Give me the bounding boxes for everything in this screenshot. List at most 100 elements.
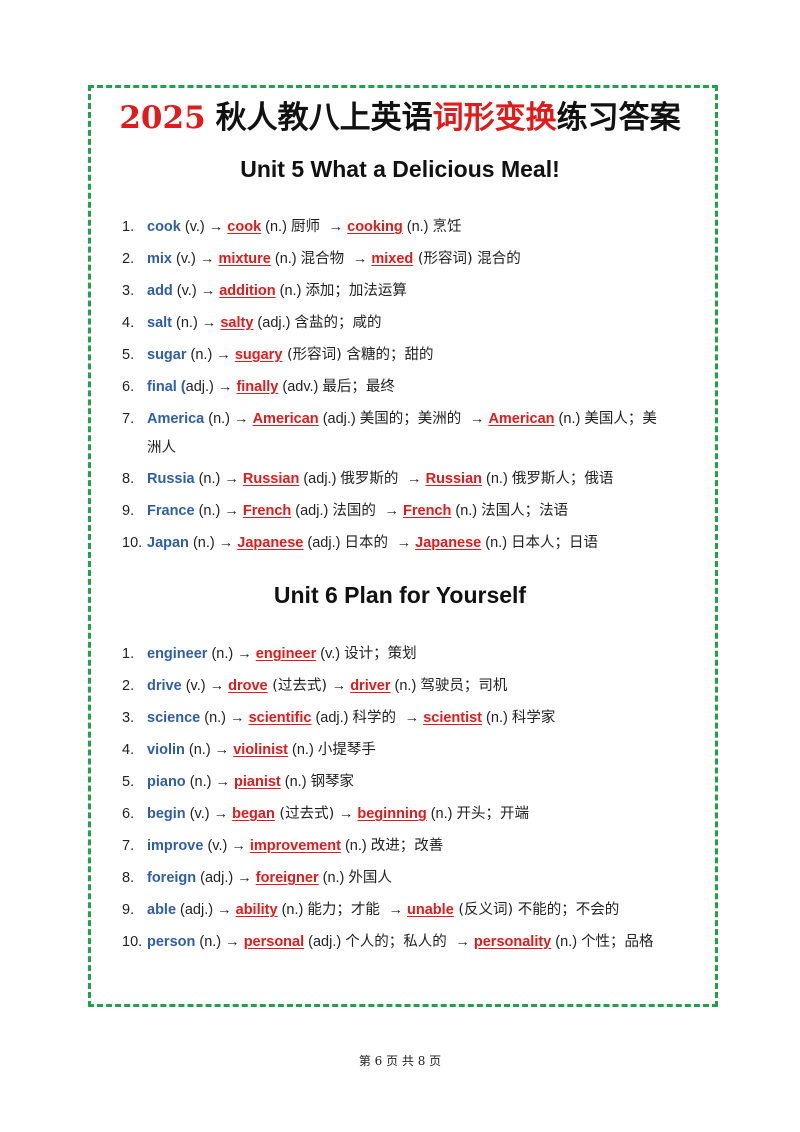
page-title: 2025 秋人教八上英语词形变换练习答案: [0, 92, 800, 137]
item-number: 6.: [122, 379, 135, 395]
chinese-meaning: (形容词) 混合的: [413, 251, 521, 267]
list-item: 6. final (adj.) → finally (adv.) 最后；最终: [122, 373, 712, 402]
list-item: 9. France (n.) → French (adj.) 法国的 → Fren…: [122, 497, 712, 526]
part-of-speech: (n.): [554, 411, 585, 427]
unit-6-heading: Unit 6 Plan for Yourself: [273, 582, 527, 608]
list-item: 5. piano (n.) → pianist (n.) 钢琴家: [122, 768, 712, 797]
title-part2: 练习答案: [556, 100, 681, 136]
base-word: America: [147, 411, 205, 427]
part-of-speech: (adv.): [278, 379, 323, 395]
answer-word: pianist: [234, 774, 281, 790]
answer-word: began: [232, 806, 275, 822]
chinese-meaning: 日本的: [344, 535, 393, 551]
base-word: piano: [147, 774, 186, 790]
list-item: 2. mix (v.) → mixture (n.) 混合物 → mixed (形…: [122, 245, 712, 274]
base-word: able: [147, 902, 177, 918]
answer-word: violinist: [233, 742, 289, 758]
part-of-speech: (adj.): [299, 471, 341, 487]
list-item: 8. Russia (n.) → Russian (adj.) 俄罗斯的 → Ru…: [122, 465, 712, 494]
base-word: mix: [147, 251, 172, 267]
answer-word: Russian: [425, 471, 483, 487]
answer-word: American: [252, 411, 319, 427]
chinese-meaning: 美国人；美: [584, 411, 657, 427]
chinese-meaning: 美国的；美洲的: [359, 411, 466, 427]
list-item: 7. improve (v.) → improvement (n.) 改进；改善: [122, 832, 712, 861]
item-number: 4.: [122, 742, 135, 758]
base-word: France: [147, 503, 195, 519]
base-word: science: [147, 710, 201, 726]
part-of-speech: (v.) →: [203, 838, 250, 854]
part-of-speech: (n.) →: [188, 535, 238, 551]
chinese-meaning: (过去式): [267, 678, 332, 694]
answer-word: French: [403, 503, 452, 519]
part-of-speech: (n.): [426, 806, 457, 822]
part-of-speech: (v.) →: [172, 251, 219, 267]
part-of-speech: (n.): [318, 870, 349, 886]
part-of-speech: (v.) →: [180, 219, 228, 235]
answer-word: mixed: [371, 251, 414, 267]
chinese-meaning: 小提琴手: [317, 742, 376, 758]
list-item: 10. Japan (n.) → Japanese (adj.) 日本的 → Ja…: [122, 529, 712, 558]
title-highlight: 词形变换: [432, 100, 557, 136]
item-number: 7.: [122, 838, 135, 854]
item-number: 4.: [122, 315, 135, 331]
part-of-speech: (n.) →: [184, 742, 234, 758]
dashed-border-frame: [88, 85, 718, 1007]
list-item: 4. violin (n.) → violinist (n.) 小提琴手: [122, 736, 712, 765]
base-word: begin: [147, 806, 186, 822]
part-of-speech: (n.) →: [186, 347, 235, 363]
answer-word: French: [242, 503, 292, 519]
item-number: 7.: [122, 411, 135, 427]
chinese-meaning: 设计；策划: [344, 646, 417, 662]
item-number: 9.: [122, 503, 135, 519]
part-of-speech: (n.) →: [185, 774, 235, 790]
part-of-speech: adj.) →: [185, 379, 237, 395]
part-of-speech: →: [403, 471, 426, 487]
base-word: Japan: [147, 535, 189, 551]
item-number: 10.: [122, 535, 143, 551]
answer-word: ability: [235, 902, 278, 918]
answer-word: engineer: [255, 646, 317, 662]
part-of-speech: (n.): [288, 742, 318, 758]
part-of-speech: (n.): [481, 535, 512, 551]
base-word: cook: [147, 219, 181, 235]
answer-word: sugary: [234, 347, 283, 363]
part-of-speech: (n.): [551, 934, 582, 950]
chinese-meaning: (形容词) 含糖的；甜的: [282, 347, 434, 363]
answer-word: Russian: [242, 471, 300, 487]
base-word: engineer: [147, 646, 208, 662]
chinese-meaning: 最后；最终: [322, 379, 395, 395]
part-of-speech: →: [392, 535, 416, 551]
chinese-meaning-continued: 洲人: [147, 440, 176, 456]
part-of-speech: (adj.): [253, 315, 295, 331]
answer-word: scientist: [423, 710, 483, 726]
part-of-speech: (adj.): [303, 535, 345, 551]
chinese-meaning: 驾驶员；司机: [420, 678, 508, 694]
chinese-meaning: 钢琴家: [310, 774, 355, 790]
item-number: 10.: [122, 934, 143, 950]
item-number: 5.: [122, 774, 135, 790]
part-of-speech: →: [400, 710, 424, 726]
chinese-meaning: 厨师: [290, 219, 325, 235]
title-part1: 秋人教八上英语: [215, 100, 433, 136]
part-of-speech: (n.): [402, 219, 433, 235]
part-of-speech: (n.): [482, 471, 512, 487]
chinese-meaning: (反义词) 不能的；不会的: [453, 902, 620, 918]
part-of-speech: (v.) →: [185, 806, 233, 822]
part-of-speech: (n.) →: [172, 315, 221, 331]
list-item: 1. cook (v.) → cook (n.) 厨师 → cooking (n.…: [122, 213, 712, 242]
chinese-meaning: 个性；品格: [581, 934, 654, 950]
chinese-meaning: 科学家: [511, 710, 556, 726]
part-of-speech: (n.) →: [194, 503, 243, 519]
list-item: 5. sugar (n.) → sugary (形容词) 含糖的；甜的: [122, 341, 712, 370]
list-item: 6. begin (v.) → began (过去式) → beginning (…: [122, 800, 712, 829]
item-number: 2.: [122, 251, 135, 267]
part-of-speech: →: [384, 902, 408, 918]
base-word: sugar: [147, 347, 187, 363]
unit-5-heading: Unit 5 What a Delicious Meal!: [240, 156, 560, 182]
answer-word: Japanese: [237, 535, 304, 551]
part-of-speech: →: [331, 678, 351, 694]
chinese-meaning: 俄罗斯人；俄语: [511, 471, 614, 487]
part-of-speech: (adj.): [304, 934, 346, 950]
part-of-speech: (v.) →: [172, 283, 220, 299]
